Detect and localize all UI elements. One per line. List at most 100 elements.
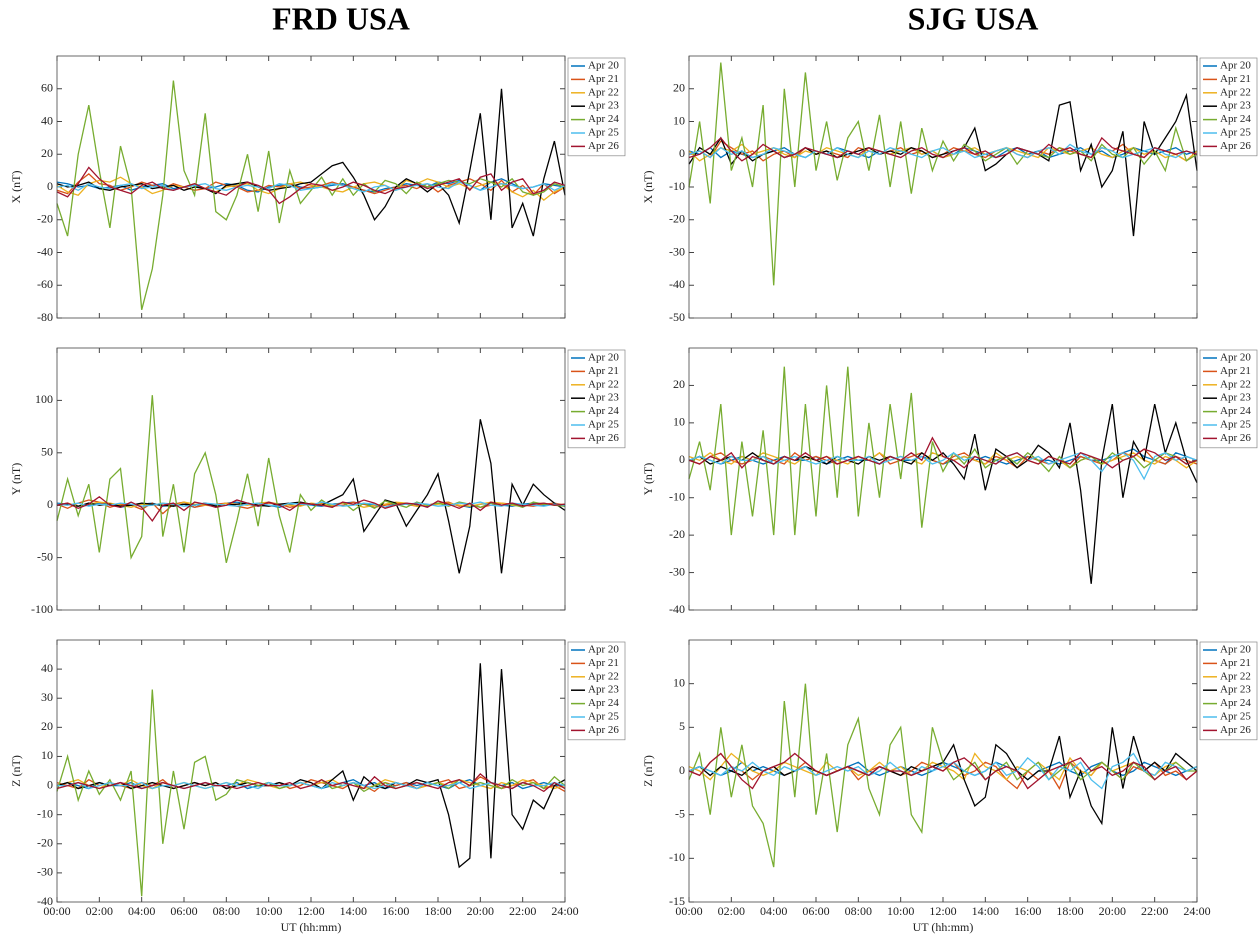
y-tick-label: -10 xyxy=(669,850,685,864)
legend-label: Apr 25 xyxy=(588,127,619,139)
x-tick-label: 04:00 xyxy=(128,904,155,918)
series-line xyxy=(688,752,1198,790)
series-line xyxy=(688,752,1198,790)
legend-label: Apr 24 xyxy=(1220,697,1251,709)
y-tick-label: 40 xyxy=(41,661,53,675)
x-tick-label: 22:00 xyxy=(509,904,536,918)
legend-label: Apr 22 xyxy=(588,378,619,390)
panel-title: SJG USA xyxy=(908,0,1039,36)
y-tick-label: 0 xyxy=(679,763,685,777)
y-tick-label: 20 xyxy=(41,719,53,733)
y-tick-label: 0 xyxy=(47,179,53,193)
legend-label: Apr 25 xyxy=(588,711,619,723)
x-tick-label: 04:00 xyxy=(760,904,787,918)
x-tick-label: 08:00 xyxy=(213,904,240,918)
y-tick-label: 10 xyxy=(673,113,685,127)
y-axis-label: Y (nT) xyxy=(641,463,655,496)
series-line xyxy=(56,395,566,563)
legend-label: Apr 25 xyxy=(588,419,619,431)
legend-label: Apr 20 xyxy=(1220,60,1251,72)
x-tick-label: 10:00 xyxy=(255,904,282,918)
y-tick-label: -80 xyxy=(37,310,53,324)
y-tick-label: 0 xyxy=(679,146,685,160)
y-axis-label: X (nT) xyxy=(9,171,23,204)
y-tick-label: -50 xyxy=(37,549,53,563)
x-tick-label: 00:00 xyxy=(43,904,70,918)
panel-title: FRD USA xyxy=(272,0,410,36)
y-tick-label: -15 xyxy=(669,894,685,908)
series-line xyxy=(56,663,566,869)
y-tick-label: 10 xyxy=(673,415,685,429)
plot-area xyxy=(57,640,565,902)
legend-label: Apr 26 xyxy=(588,432,619,444)
y-tick-label: -40 xyxy=(37,244,53,258)
y-tick-label: 10 xyxy=(673,675,685,689)
legend-label: Apr 25 xyxy=(1220,127,1251,139)
y-axis-label: Y (nT) xyxy=(9,463,23,496)
y-tick-label: -10 xyxy=(669,489,685,503)
legend-label: Apr 22 xyxy=(588,670,619,682)
plot-area xyxy=(689,56,1197,318)
y-tick-label: -20 xyxy=(37,836,53,850)
series-line xyxy=(56,501,566,508)
x-tick-label: 22:00 xyxy=(1141,904,1168,918)
series-line xyxy=(688,366,1198,536)
series-line xyxy=(688,143,1198,159)
x-axis-label: UT (hh:mm) xyxy=(281,920,342,934)
y-tick-label: -60 xyxy=(37,277,53,291)
y-tick-label: 100 xyxy=(35,392,53,406)
legend-label: Apr 26 xyxy=(588,724,619,736)
y-tick-label: 20 xyxy=(673,377,685,391)
x-tick-label: 12:00 xyxy=(929,904,956,918)
series-line xyxy=(56,173,566,197)
y-tick-label: -30 xyxy=(669,564,685,578)
y-tick-label: 20 xyxy=(673,81,685,95)
legend-label: Apr 21 xyxy=(588,73,619,85)
plot-frame xyxy=(56,639,566,903)
y-tick-label: 20 xyxy=(41,146,53,160)
x-tick-label: 20:00 xyxy=(467,904,494,918)
legend-label: Apr 23 xyxy=(1220,684,1251,696)
legend-label: Apr 20 xyxy=(588,352,619,364)
y-tick-label: -40 xyxy=(669,277,685,291)
legend-label: Apr 21 xyxy=(588,657,619,669)
legend-label: Apr 21 xyxy=(1220,365,1251,377)
x-tick-label: 16:00 xyxy=(382,904,409,918)
y-tick-label: 0 xyxy=(679,452,685,466)
legend-label: Apr 20 xyxy=(588,644,619,656)
legend-label: Apr 24 xyxy=(1220,405,1251,417)
y-axis-label: Z (nT) xyxy=(9,755,23,787)
y-tick-label: -30 xyxy=(669,244,685,258)
y-tick-label: 30 xyxy=(41,690,53,704)
x-tick-label: 12:00 xyxy=(297,904,324,918)
legend-label: Apr 23 xyxy=(588,392,619,404)
plot-area xyxy=(689,348,1197,610)
series-line xyxy=(688,136,1198,162)
x-tick-label: 24:00 xyxy=(551,904,578,918)
y-tick-label: -100 xyxy=(31,602,53,616)
series-line xyxy=(56,181,566,193)
legend-label: Apr 25 xyxy=(1220,419,1251,431)
x-tick-label: 02:00 xyxy=(86,904,113,918)
legend-label: Apr 22 xyxy=(1220,86,1251,98)
x-tick-label: 02:00 xyxy=(718,904,745,918)
legend-label: Apr 21 xyxy=(588,365,619,377)
legend-label: Apr 25 xyxy=(1220,711,1251,723)
y-tick-label: 60 xyxy=(41,81,53,95)
x-tick-label: 06:00 xyxy=(802,904,829,918)
plot-area xyxy=(57,348,565,610)
series-line xyxy=(56,495,566,523)
y-axis-label: X (nT) xyxy=(641,171,655,204)
legend-label: Apr 26 xyxy=(588,140,619,152)
y-tick-label: -10 xyxy=(669,179,685,193)
plot-frame xyxy=(688,639,1198,903)
x-tick-label: 14:00 xyxy=(340,904,367,918)
x-tick-label: 18:00 xyxy=(424,904,451,918)
x-tick-label: 20:00 xyxy=(1099,904,1126,918)
x-tick-label: 10:00 xyxy=(887,904,914,918)
legend-label: Apr 20 xyxy=(1220,352,1251,364)
x-tick-label: 08:00 xyxy=(845,904,872,918)
legend-label: Apr 20 xyxy=(588,60,619,72)
y-tick-label: -5 xyxy=(675,806,685,820)
y-tick-label: -20 xyxy=(669,527,685,541)
